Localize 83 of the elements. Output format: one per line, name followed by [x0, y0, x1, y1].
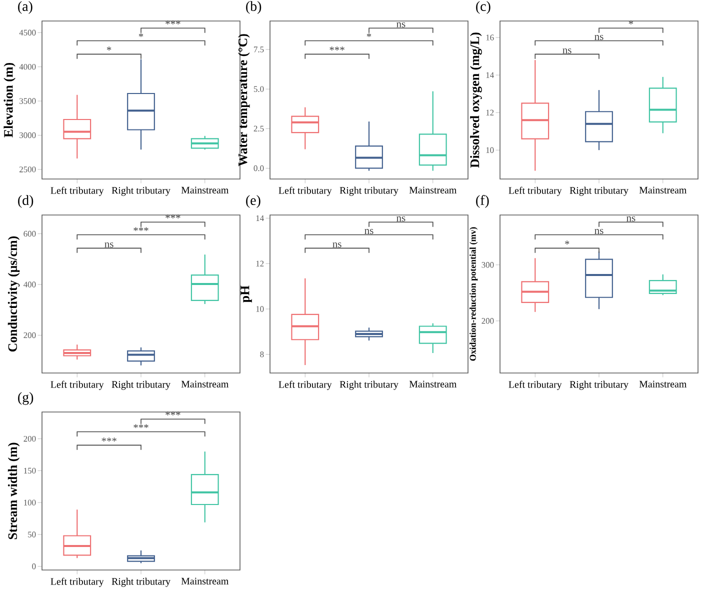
annotation: *** [330, 46, 344, 50]
y-tick-label: 200 [24, 332, 36, 338]
chart-title: (g) [18, 392, 34, 405]
y-tick-label: 8 [260, 352, 264, 358]
y-tick-label: 100 [24, 500, 36, 506]
y-tick-label: 5.0 [254, 86, 264, 92]
y-tick-label: 12 [486, 110, 494, 116]
y-tick-label: 2500 [19, 166, 36, 172]
x-tick-label: Mainstream [181, 380, 229, 388]
y-tick-label: 200 [482, 318, 494, 324]
y-tick-label: 14 [256, 215, 264, 221]
y-tick-label: 0 [32, 564, 36, 570]
annotation: *** [166, 20, 180, 24]
x-tick-label: Mainstream [181, 578, 229, 584]
x-tick-label: Mainstream [181, 186, 229, 194]
x-tick-label: Mainstream [409, 186, 457, 194]
annotation: * [138, 33, 144, 38]
y-tick-label: 14 [486, 72, 494, 78]
x-tick-label: Left tributary [50, 186, 104, 196]
y-tick-label: 10 [256, 306, 264, 312]
annotation: *** [102, 438, 116, 442]
x-tick-label: Left tributary [508, 380, 562, 390]
y-tick-label: 4500 [19, 30, 36, 36]
chart-title: (c) [476, 1, 490, 14]
x-tick-label: Right tributary [340, 186, 398, 196]
annotation: ns [396, 22, 406, 28]
y-tick-label: 10 [486, 147, 494, 153]
annotation: ns [364, 229, 374, 234]
x-tick-label: Mainstream [639, 380, 687, 388]
y-axis-title: Water temperature (°C) [238, 34, 250, 166]
x-tick-label: Right tributary [112, 380, 170, 390]
y-axis-title: Elevation (m) [4, 62, 16, 138]
x-tick-label: Right tributary [570, 380, 628, 390]
annotation: *** [166, 412, 180, 416]
x-tick-label: Left tributary [50, 380, 104, 390]
x-tick-label: Right tributary [112, 578, 170, 587]
y-tick-label: 400 [24, 282, 36, 288]
x-tick-label: Left tributary [278, 186, 332, 196]
annotation: * [366, 33, 372, 38]
y-axis-title: Oxidation-reduction potential (mv) [470, 227, 478, 361]
y-axis-title: Dissolved oxygen (mg/L) [470, 32, 482, 168]
y-tick-label: 600 [24, 230, 36, 237]
chart-title: (a) [18, 1, 32, 14]
y-tick-label: 200 [24, 436, 36, 442]
annotation: * [564, 240, 570, 244]
x-tick-label: Right tributary [112, 186, 170, 196]
chart-title: (b) [246, 1, 262, 14]
y-tick-label: 16 [486, 34, 494, 40]
y-tick-label: 3500 [20, 98, 36, 104]
annotation: ns [104, 242, 114, 248]
x-tick-label: Right tributary [570, 186, 628, 196]
x-tick-label: Left tributary [50, 578, 104, 587]
chart-title: (f) [476, 195, 489, 208]
annotation: *** [134, 424, 148, 428]
annotation: ns [332, 242, 342, 248]
y-tick-label: 50 [28, 532, 36, 538]
y-tick-label: 3000 [20, 132, 36, 138]
annotation: ns [562, 48, 572, 54]
y-tick-label: 12 [256, 260, 264, 266]
annotation: ns [396, 216, 406, 222]
y-tick-label: 150 [24, 468, 36, 474]
annotation: ns [626, 216, 636, 222]
x-tick-label: Right tributary [340, 380, 398, 390]
chart-title: (e) [246, 195, 260, 208]
annotation: *** [134, 227, 148, 232]
chart-title: (d) [18, 195, 34, 208]
x-tick-label: Left tributary [508, 186, 562, 196]
x-tick-label: Mainstream [409, 380, 457, 388]
x-tick-label: Left tributary [278, 380, 332, 390]
y-tick-label: 2.5 [254, 126, 264, 132]
y-tick-label: 0.0 [254, 165, 264, 172]
y-tick-label: 300 [482, 262, 494, 268]
annotation: ns [594, 229, 604, 234]
annotation: ns [594, 35, 604, 40]
y-tick-label: 4000 [19, 64, 36, 70]
annotation: *** [166, 214, 180, 218]
y-axis-title: Conductivity (μs/cm) [8, 236, 20, 352]
x-tick-label: Mainstream [639, 186, 687, 194]
y-axis-title: pH [240, 286, 252, 302]
y-axis-title: Stream width (m) [8, 442, 20, 540]
annotation: * [106, 46, 112, 50]
y-tick-label: 7.5 [254, 46, 264, 52]
annotation: * [628, 20, 634, 24]
